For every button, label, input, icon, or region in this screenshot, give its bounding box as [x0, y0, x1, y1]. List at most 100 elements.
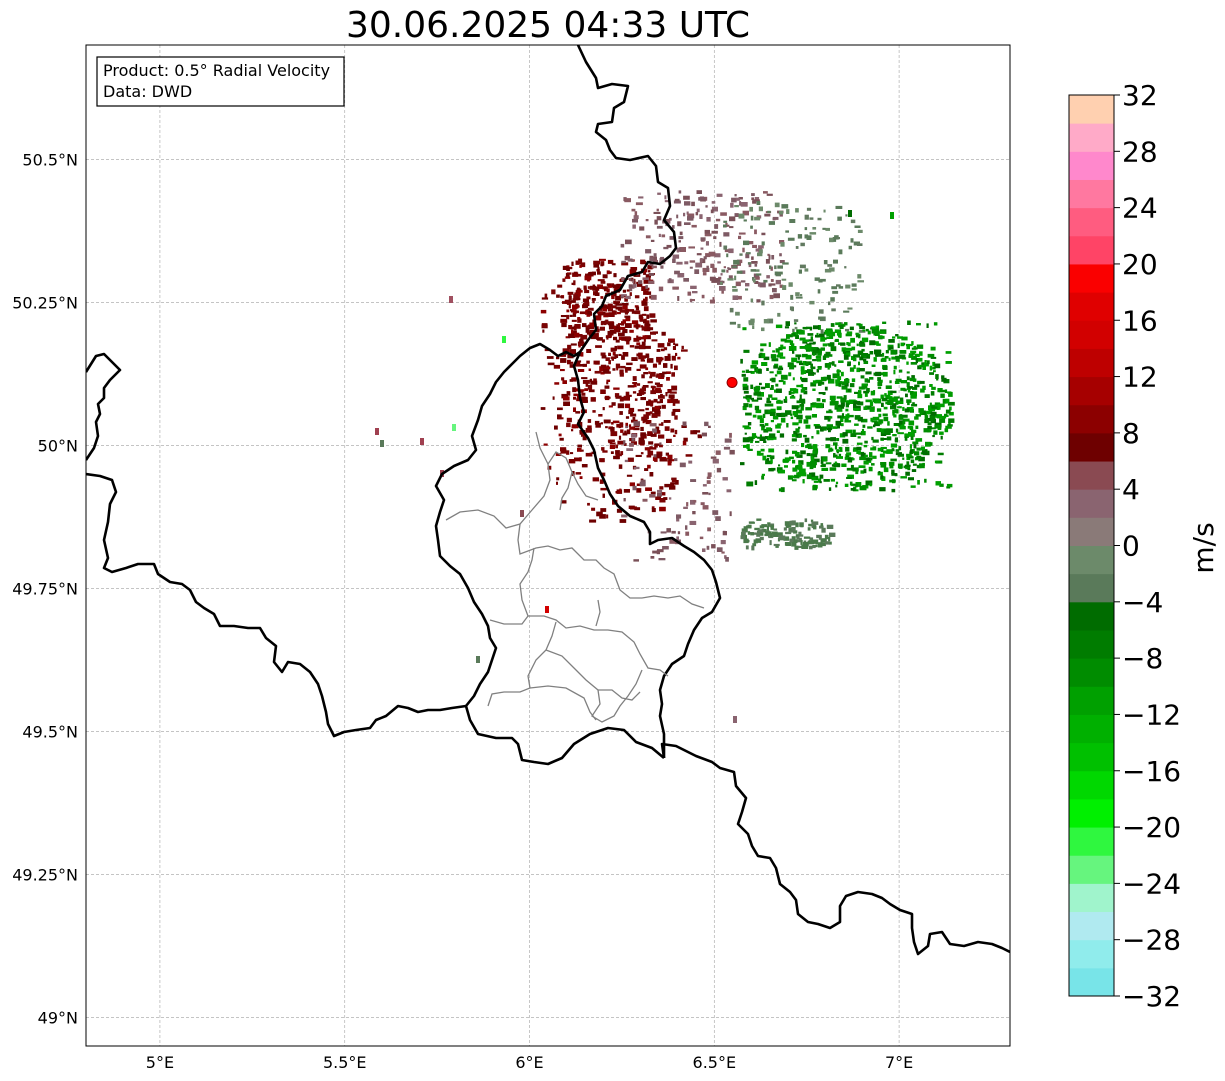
velocity-echo [792, 346, 797, 351]
velocity-echo [866, 458, 871, 462]
velocity-echo [796, 545, 803, 548]
velocity-echo [664, 426, 670, 431]
velocity-echo [585, 452, 591, 457]
velocity-echo [936, 414, 942, 419]
velocity-echo [600, 364, 607, 369]
velocity-echo [892, 336, 896, 339]
velocity-echo [789, 391, 795, 394]
velocity-echo [924, 478, 927, 483]
velocity-echo [858, 386, 865, 390]
velocity-echo [915, 357, 923, 362]
velocity-echo [800, 539, 803, 545]
velocity-echo [736, 295, 742, 300]
velocity-echo [850, 337, 855, 343]
velocity-echo [594, 420, 600, 425]
velocity-echo [566, 391, 571, 396]
velocity-echo [882, 365, 888, 370]
velocity-echo [634, 305, 639, 308]
velocity-echo [577, 318, 582, 323]
velocity-echo [654, 443, 662, 446]
velocity-echo [668, 497, 672, 500]
velocity-echo [834, 339, 839, 342]
velocity-echo [813, 480, 819, 483]
velocity-echo [884, 356, 888, 359]
velocity-echo [560, 315, 568, 318]
velocity-echo [791, 438, 797, 442]
velocity-echo [841, 347, 847, 352]
velocity-echo [833, 454, 838, 458]
velocity-echo [908, 386, 913, 389]
velocity-echo [745, 252, 751, 255]
velocity-echo [576, 288, 582, 291]
velocity-echo [857, 243, 863, 246]
velocity-echo [600, 321, 604, 326]
velocity-echo [683, 437, 688, 442]
velocity-echo [754, 367, 759, 370]
colorbar-segment [1069, 123, 1114, 152]
velocity-echo [634, 398, 638, 401]
velocity-echo [570, 300, 576, 303]
velocity-echo [798, 330, 805, 335]
velocity-echo [778, 469, 785, 474]
velocity-echo [785, 449, 789, 455]
velocity-echo [645, 487, 652, 491]
velocity-echo [561, 377, 565, 381]
velocity-echo [702, 272, 707, 276]
velocity-echo [871, 364, 876, 367]
velocity-echo [819, 474, 824, 479]
velocity-echo [821, 426, 827, 430]
velocity-echo [650, 319, 657, 323]
velocity-echo [641, 301, 648, 306]
velocity-echo [750, 269, 756, 272]
velocity-echo [624, 297, 628, 302]
velocity-echo [619, 422, 624, 425]
velocity-echo [775, 388, 782, 393]
velocity-echo [720, 540, 726, 545]
colorbar-segment [1069, 742, 1114, 772]
velocity-echo [753, 273, 760, 278]
velocity-echo [803, 536, 811, 539]
velocity-echo [893, 365, 897, 370]
colorbar-segment [1069, 263, 1114, 293]
velocity-echo [704, 229, 710, 234]
velocity-echo [655, 426, 660, 432]
velocity-echo [676, 536, 679, 542]
velocity-echo [635, 202, 643, 206]
velocity-echo [672, 258, 676, 263]
velocity-echo [882, 450, 890, 454]
velocity-echo [813, 349, 820, 353]
velocity-echo [845, 328, 850, 332]
velocity-echo [729, 307, 734, 313]
velocity-echo [545, 606, 549, 613]
velocity-echo [811, 459, 815, 462]
velocity-echo [613, 328, 620, 333]
velocity-echo [722, 531, 727, 536]
velocity-echo [926, 323, 929, 328]
velocity-echo [770, 408, 776, 414]
velocity-echo [888, 357, 891, 361]
velocity-echo [696, 253, 702, 256]
velocity-echo [796, 414, 803, 420]
velocity-echo [671, 411, 676, 416]
velocity-echo [913, 391, 917, 397]
velocity-echo [576, 290, 583, 293]
velocity-echo [558, 433, 562, 437]
velocity-echo [738, 197, 743, 200]
lat-tick-label: 49°N [38, 1008, 78, 1027]
velocity-echo [623, 498, 626, 502]
velocity-echo [607, 330, 614, 336]
velocity-echo [921, 410, 926, 415]
velocity-echo [620, 295, 625, 298]
velocity-echo [600, 371, 605, 375]
velocity-echo [776, 271, 783, 275]
velocity-echo [575, 260, 580, 265]
velocity-echo [826, 444, 831, 447]
colorbar-segment [1069, 95, 1114, 124]
velocity-echo [914, 353, 920, 357]
velocity-echo [608, 405, 613, 408]
velocity-echo [911, 347, 917, 350]
velocity-echo [608, 360, 611, 365]
velocity-echo [836, 284, 841, 287]
country-border-france-germany [660, 742, 1010, 956]
velocity-echo [863, 468, 867, 474]
